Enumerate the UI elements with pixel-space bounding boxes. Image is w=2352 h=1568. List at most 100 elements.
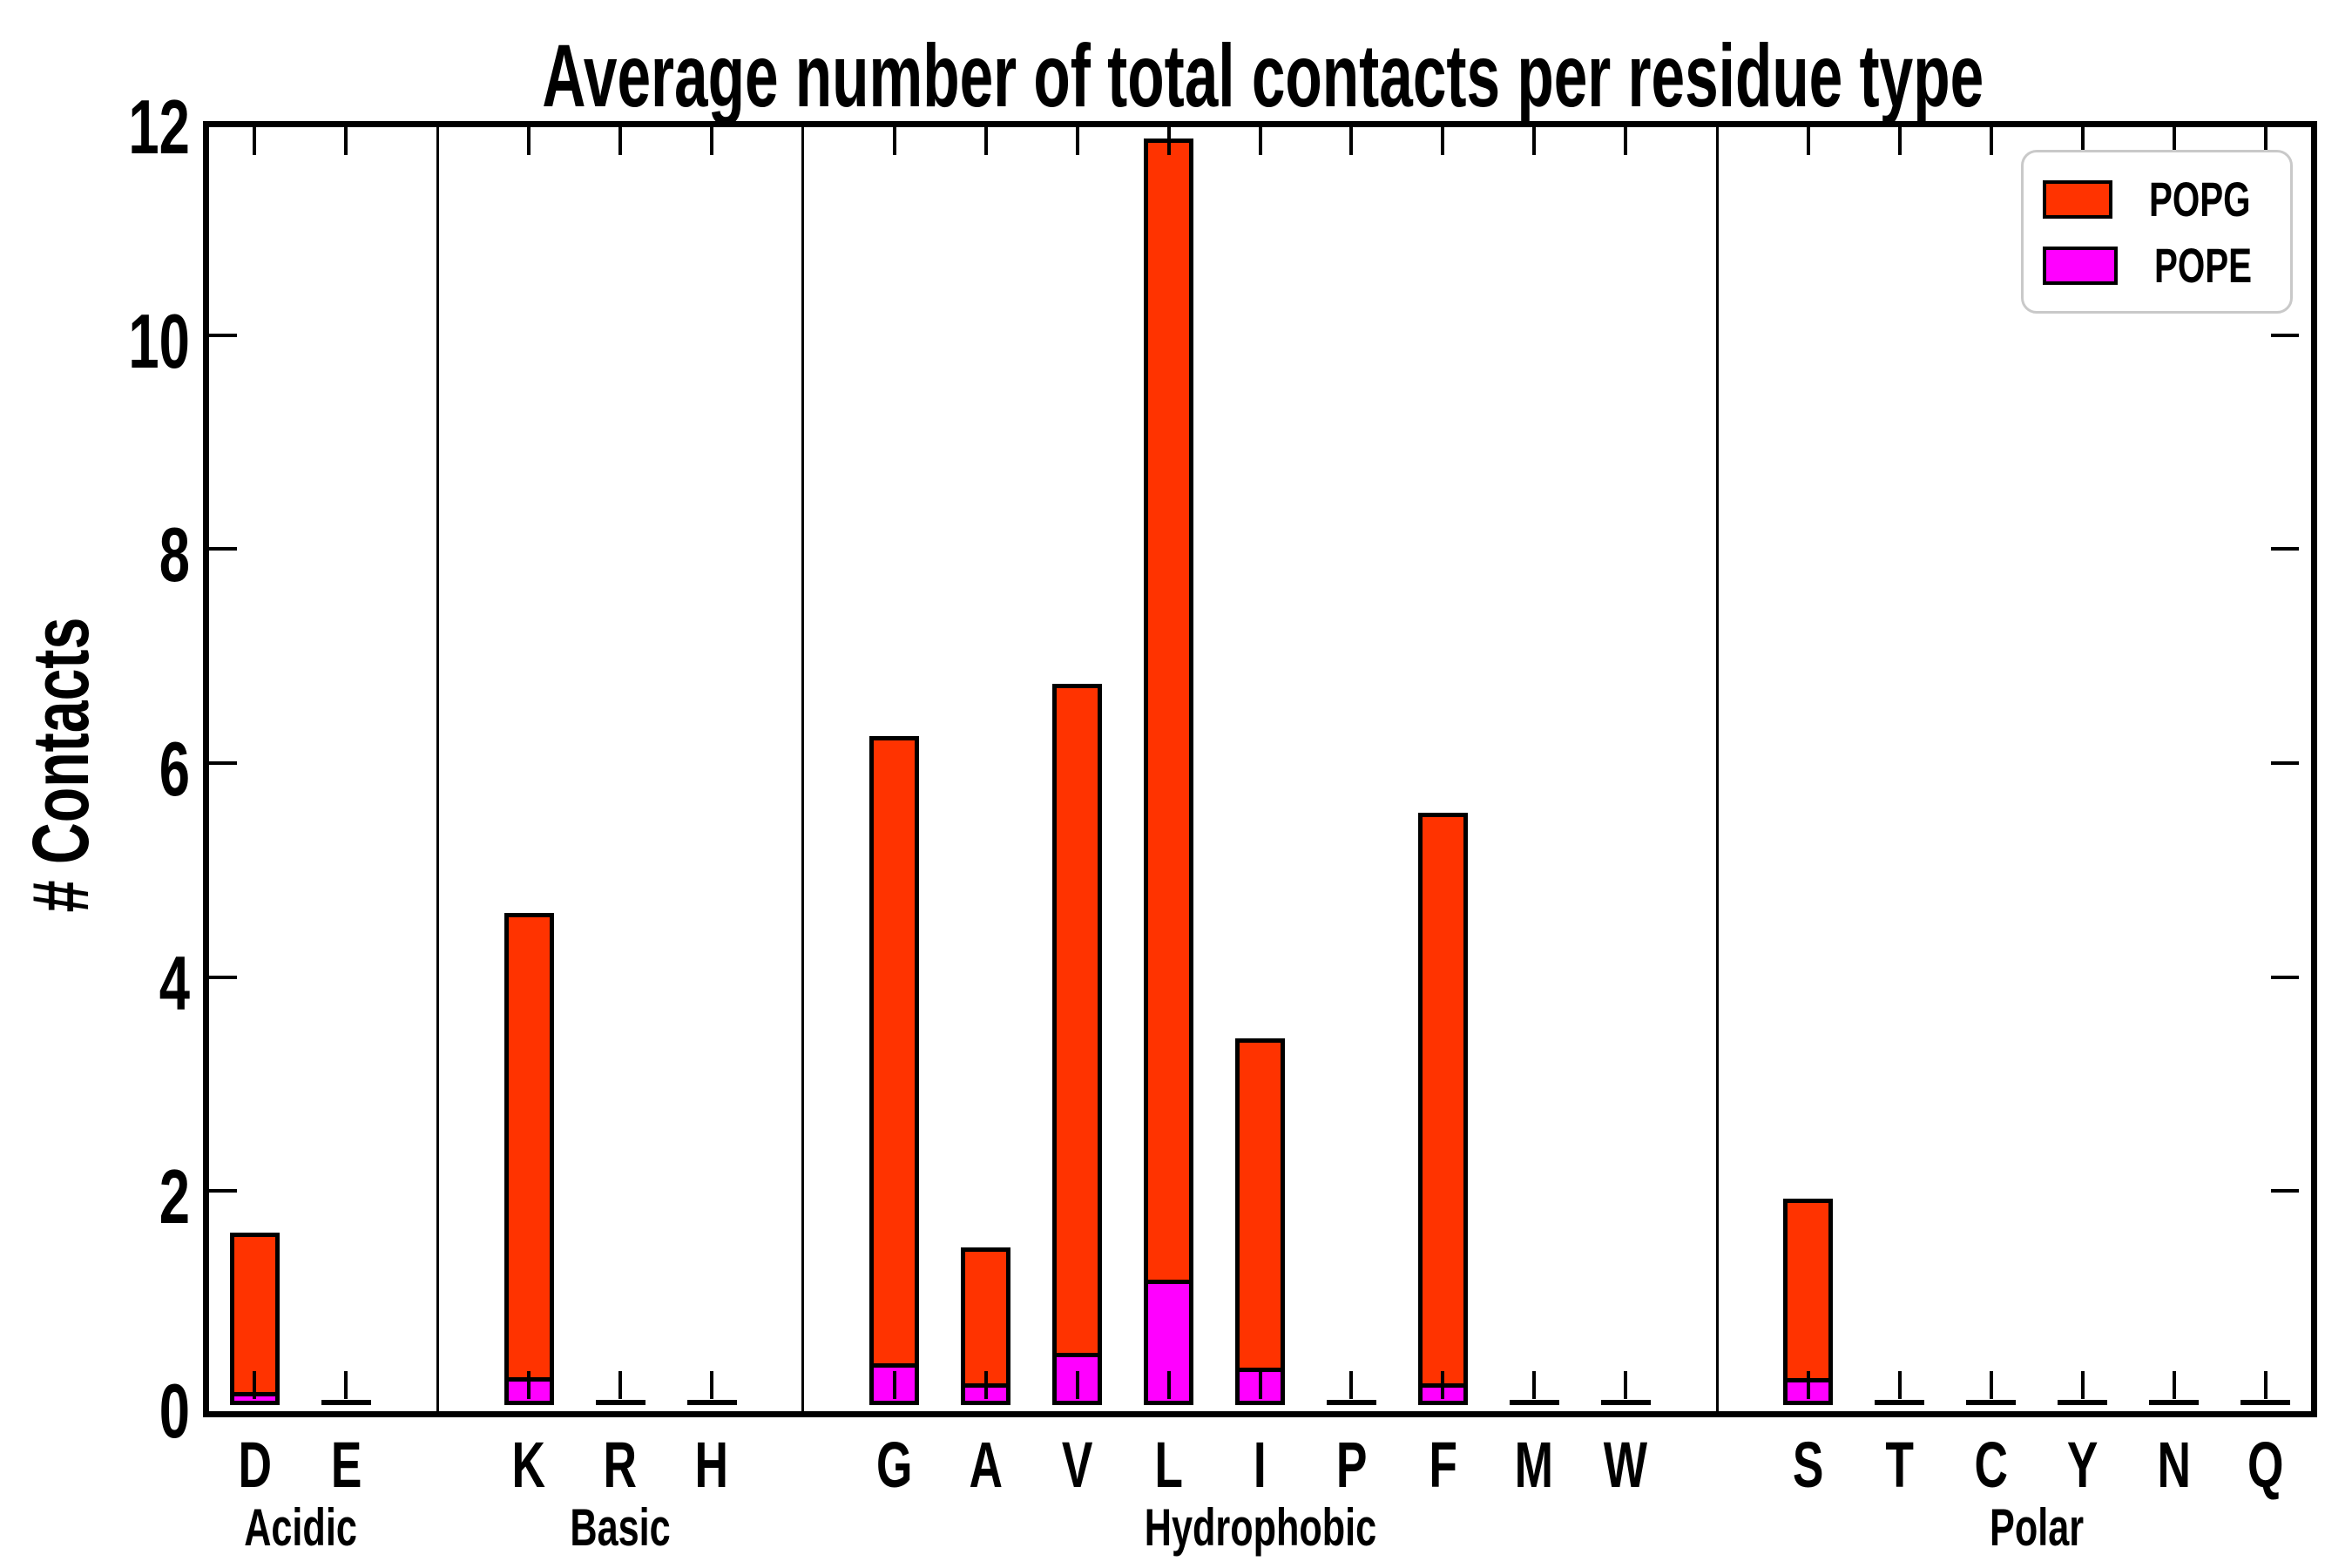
x-tick-label-text-E: E [330,1429,362,1501]
group-separator [801,127,805,1411]
bar-F-popg [1417,812,1468,1405]
x-tick-label-text-N: N [2157,1429,2191,1501]
x-tick-bottom-V [1075,1371,1079,1399]
x-tick-label-K: K [437,1433,620,1497]
legend-swatch-pope [2043,247,2119,285]
bar-M-popg [1509,1400,1559,1405]
x-tick-label-D: D [163,1433,346,1497]
legend-label-popg: POPG [2149,172,2251,226]
bar-L-popg [1144,138,1194,1405]
x-tick-label-N: N [2083,1433,2266,1497]
bar-V-popg [1052,684,1103,1405]
x-tick-bottom-R [618,1371,623,1399]
x-tick-bottom-E [344,1371,348,1399]
x-tick-top-Q [2263,127,2268,155]
x-tick-top-E [344,127,348,155]
bar-Y-popg [2058,1400,2108,1405]
y-tick-left-10 [209,333,237,337]
x-tick-top-C [1989,127,1993,155]
plot-area [203,121,2317,1417]
x-tick-top-H [710,127,714,155]
x-tick-label-text-Q: Q [2247,1429,2284,1501]
legend-label-pope: POPE [2154,238,2253,293]
x-tick-bottom-T [1897,1371,1902,1399]
x-tick-top-N [2172,127,2176,155]
x-tick-label-L: L [1078,1433,1260,1497]
x-tick-label-text-C: C [1974,1429,2009,1501]
x-tick-label-text-K: K [511,1429,546,1501]
x-tick-label-text-P: P [1335,1429,1368,1501]
x-tick-label-text-I: I [1254,1429,1267,1501]
bar-R-popg [595,1400,645,1405]
y-tick-label-text-4: 4 [159,939,190,1026]
bar-I-popg [1235,1037,1285,1405]
x-tick-label-C: C [1900,1433,2083,1497]
x-tick-top-F [1441,127,1445,155]
x-tick-label-E: E [254,1433,437,1497]
x-tick-label-text-A: A [969,1429,1003,1501]
x-tick-label-S: S [1717,1433,1900,1497]
y-tick-label-0: 0 [16,1366,190,1456]
y-tick-label-text-2: 2 [159,1153,190,1240]
x-tick-label-T: T [1808,1433,1991,1497]
x-tick-label-I: I [1169,1433,1352,1497]
x-tick-label-text-M: M [1515,1429,1554,1501]
group-label-hydrophobic: Hydrophobic [982,1502,1539,1554]
group-label-polar: Polar [1758,1502,2315,1554]
legend-item-popg: POPG [2024,166,2290,233]
x-tick-bottom-N [2172,1371,2176,1399]
group-separator [436,127,439,1411]
x-tick-top-W [1624,127,1628,155]
x-tick-bottom-F [1441,1371,1445,1399]
x-tick-top-G [892,127,896,155]
x-tick-top-K [527,127,531,155]
y-tick-label-text-10: 10 [128,297,190,384]
x-tick-label-text-D: D [238,1429,272,1501]
x-tick-label-text-Y: Y [2066,1429,2099,1501]
y-tick-right-6 [2271,761,2299,765]
x-tick-label-text-G: G [876,1429,913,1501]
y-tick-label-2: 2 [16,1152,190,1242]
y-tick-label-text-12: 12 [128,84,190,170]
x-tick-top-L [1166,127,1171,155]
bar-K-popg [504,912,554,1405]
group-label-text-acidic: Acidic [244,1498,357,1557]
x-tick-bottom-Y [2080,1371,2085,1399]
y-tick-label-8: 8 [16,510,190,600]
bar-H-popg [686,1400,737,1405]
y-tick-right-2 [2271,1189,2299,1193]
x-tick-label-H: H [620,1433,803,1497]
x-tick-top-P [1349,127,1354,155]
x-tick-top-S [1806,127,1810,155]
x-tick-label-text-T: T [1885,1429,1915,1501]
y-tick-left-6 [209,761,237,765]
x-tick-bottom-P [1349,1371,1354,1399]
y-tick-label-12: 12 [16,82,190,172]
x-tick-label-R: R [529,1433,712,1497]
x-tick-label-text-V: V [1061,1429,1093,1501]
y-tick-label-text-0: 0 [159,1368,190,1454]
x-tick-label-text-R: R [603,1429,638,1501]
x-tick-bottom-W [1624,1371,1628,1399]
x-tick-bottom-K [527,1371,531,1399]
x-tick-label-text-W: W [1603,1429,1648,1501]
y-tick-label-6: 6 [16,724,190,814]
x-tick-label-text-H: H [694,1429,729,1501]
x-tick-top-A [983,127,988,155]
x-tick-label-text-L: L [1154,1429,1183,1501]
x-tick-label-P: P [1260,1433,1443,1497]
x-tick-label-V: V [986,1433,1169,1497]
y-tick-label-4: 4 [16,938,190,1029]
x-tick-bottom-I [1258,1371,1262,1399]
chart-title-text: Average number of total contacts per res… [542,26,1984,125]
x-tick-label-Y: Y [1991,1433,2174,1497]
x-tick-label-text-S: S [1793,1429,1824,1501]
y-tick-label-text-8: 8 [159,511,190,598]
x-tick-top-V [1075,127,1079,155]
group-label-basic: Basic [341,1502,899,1554]
x-tick-bottom-A [983,1371,988,1399]
y-tick-left-8 [209,547,237,551]
bar-C-popg [1966,1400,2017,1405]
x-tick-label-G: G [803,1433,986,1497]
